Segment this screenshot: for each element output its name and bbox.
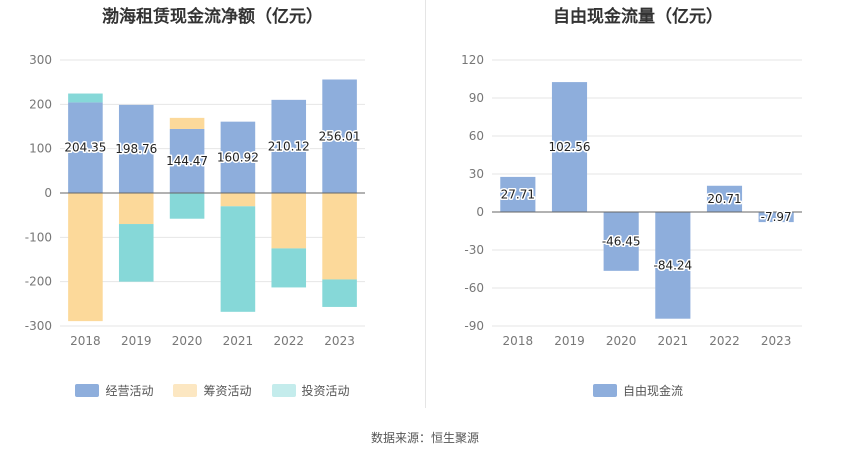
data-label: 160.92 [217, 150, 259, 164]
bar-2 [118, 193, 154, 225]
y-tick-label: -100 [25, 230, 52, 244]
y-tick-label: -60 [464, 281, 484, 295]
free-cash-flow-chart: 120 90 60 30 0 -30 -60 -90 2018 2019 2020 2021 2022 2… [461, 53, 802, 348]
bar-2 [220, 193, 256, 207]
legend-item-free-cash-flow[interactable]: 自由现金流 [592, 382, 683, 399]
y-tick-label: 100 [29, 142, 52, 156]
x-tick-label: 2018 [70, 334, 101, 348]
x-tick-label: 2020 [172, 334, 203, 348]
bar-1 [220, 121, 256, 193]
bar-1 [271, 99, 307, 193]
legend-swatch [75, 384, 100, 397]
legend-swatch [271, 384, 296, 397]
data-label: -84.24 [653, 258, 692, 272]
x-tick-label: 2019 [554, 334, 585, 348]
y-tick-label: 200 [29, 97, 52, 111]
bar-2 [322, 193, 357, 280]
y-tick-label: -90 [464, 319, 484, 333]
x-tick-label: 2023 [324, 334, 355, 348]
bar-1 [551, 82, 588, 212]
data-label: 20.71 [707, 192, 741, 206]
x-tick-label: 2022 [709, 334, 740, 348]
bar-1 [68, 102, 103, 193]
y-tick-label: 60 [469, 129, 484, 143]
legend: 自由现金流 [426, 382, 850, 399]
legend-item-financing[interactable]: 筹资活动 [173, 382, 252, 399]
bar-1 [169, 128, 205, 193]
y-tick-label: -200 [25, 275, 52, 289]
bar-3 [322, 279, 357, 307]
legend: 经营活动 筹资活动 投资活动 [0, 382, 425, 399]
cash-flow-chart-panel: 渤海租赁现金流净额（亿元） 300 200 100 0 -100 -200 -300 2018… [0, 0, 425, 410]
y-tick-label: 120 [461, 53, 484, 67]
y-tick-label: -30 [464, 243, 484, 257]
bar-2 [271, 193, 307, 249]
data-label: 102.56 [549, 140, 591, 154]
y-tick-label: 90 [469, 91, 484, 105]
cash-flow-chart: 300 200 100 0 -100 -200 -300 2018 2019 2020 2021 20… [25, 53, 365, 348]
data-label: 27.71 [501, 187, 535, 201]
bar-1 [322, 79, 357, 193]
legend-item-investing[interactable]: 投资活动 [271, 382, 350, 399]
y-tick-label: 300 [29, 53, 52, 67]
y-tick-label: 30 [469, 167, 484, 181]
free-cash-flow-chart-panel: 自由现金流量（亿元） 120 90 60 30 0 -30 -60 -90 2018 2019 20… [426, 0, 850, 410]
bar-2 [169, 117, 205, 129]
y-tick-label: 0 [44, 186, 52, 200]
data-source: 数据来源：恒生聚源 [370, 431, 479, 445]
x-tick-label: 2021 [658, 334, 689, 348]
x-tick-label: 2023 [761, 334, 792, 348]
y-tick-label: 0 [476, 205, 484, 219]
bar-1 [758, 212, 794, 223]
data-label: 256.01 [319, 129, 361, 143]
bar-3 [118, 224, 154, 282]
legend-label: 投资活动 [301, 384, 350, 398]
data-label: 210.12 [268, 139, 310, 153]
bar-3 [68, 93, 103, 103]
y-tick-label: -300 [25, 319, 52, 333]
data-label: 204.35 [64, 141, 106, 155]
data-label: 198.76 [115, 142, 157, 156]
bar-1 [706, 185, 743, 212]
data-label: 144.47 [166, 154, 208, 168]
bar-2 [68, 193, 103, 322]
bar-1 [118, 104, 154, 193]
legend-label: 经营活动 [105, 384, 154, 398]
legend-item-operating[interactable]: 经营活动 [75, 382, 153, 399]
x-tick-label: 2020 [606, 334, 637, 348]
chart-title: 渤海租赁现金流净额（亿元） [102, 7, 323, 27]
x-tick-label: 2018 [503, 334, 534, 348]
data-label: -7.97 [761, 210, 792, 224]
data-label: -46.45 [602, 234, 641, 248]
bar-1 [655, 212, 691, 319]
bar-1 [500, 176, 536, 212]
x-tick-label: 2019 [121, 334, 152, 348]
legend-swatch [173, 384, 198, 397]
chart-title: 自由现金流量（亿元） [553, 7, 723, 27]
legend-label: 自由现金流 [622, 384, 683, 398]
bar-1 [603, 212, 639, 271]
panel-divider [425, 0, 426, 408]
x-tick-label: 2022 [273, 334, 304, 348]
x-tick-label: 2021 [223, 334, 254, 348]
legend-swatch [592, 384, 617, 397]
bar-3 [169, 193, 205, 219]
bar-3 [271, 248, 307, 288]
bar-3 [220, 206, 256, 312]
legend-label: 筹资活动 [203, 384, 252, 398]
